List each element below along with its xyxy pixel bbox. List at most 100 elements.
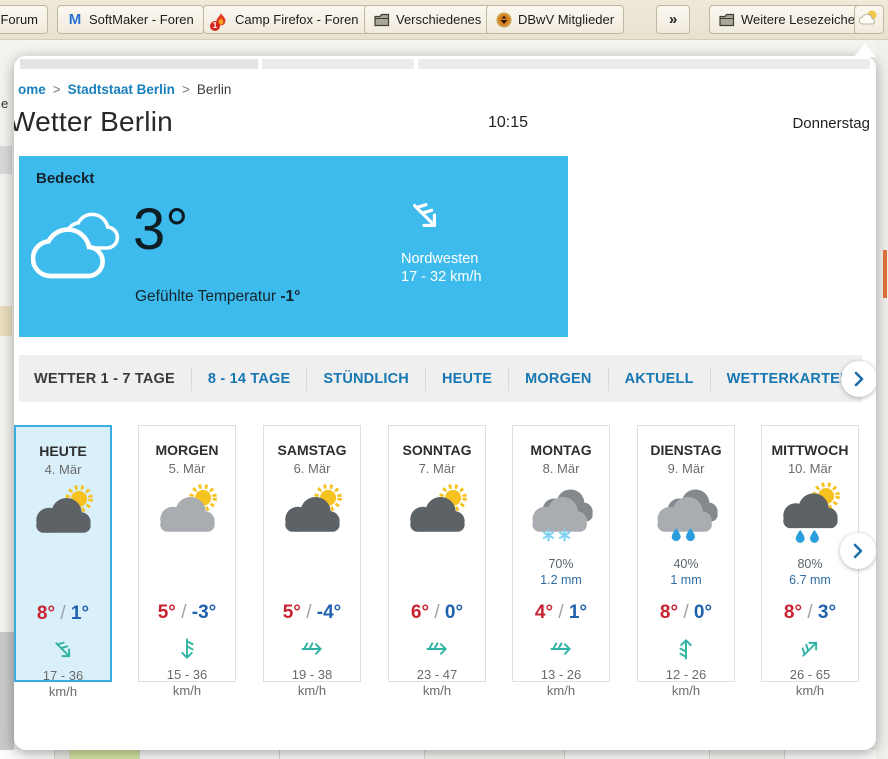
tabs-scroll-next-button[interactable] xyxy=(841,361,876,397)
precipitation-info xyxy=(389,556,485,600)
precipitation-info xyxy=(139,556,235,600)
tab-stuendlich[interactable]: STÜNDLICH xyxy=(306,366,425,391)
wind-direction-arrow-icon xyxy=(181,638,194,659)
temperature-range: 5° / -3° xyxy=(139,602,235,632)
forecast-card-heute[interactable]: HEUTE 4. Mär 8° / 1° 17 - 36 km/h xyxy=(14,425,112,699)
temp-max: 8° xyxy=(36,603,56,624)
overcast-cloud-icon xyxy=(31,204,131,285)
wind-info: 17 - 36 km/h xyxy=(16,637,110,701)
wind-unit: km/h xyxy=(297,683,327,699)
forecast-date-label: 10. Mär xyxy=(787,461,833,476)
precipitation-info xyxy=(264,556,360,600)
temp-separator: / xyxy=(60,603,66,624)
temperature-range: 4° / 1° xyxy=(513,602,609,632)
wind-direction-arrow-icon xyxy=(51,638,75,661)
bookmarks-overflow-button[interactable]: » xyxy=(656,5,691,34)
more-bookmarks-button[interactable]: Weitere Lesezeichen xyxy=(709,5,873,34)
forecast-day-label: MONTAG xyxy=(530,442,592,458)
bookmark-forum[interactable]: Forum xyxy=(0,5,48,34)
current-temperature: 3° xyxy=(133,197,189,262)
forecast-day-label: DIENSTAG xyxy=(650,442,722,458)
forecast-card-dienstag[interactable]: DIENSTAG 9. Mär 40% 1 mm 8° / 0° 12 - 26… xyxy=(637,425,735,698)
breadcrumb-region-link[interactable]: Stadtstaat Berlin xyxy=(67,82,175,97)
temp-separator: / xyxy=(434,602,440,623)
precip-probability: 40% xyxy=(673,557,699,571)
softmaker-m-icon: M xyxy=(68,10,82,28)
temperature-range: 6° / 0° xyxy=(389,602,485,632)
forecast-scroll-next-button[interactable] xyxy=(840,533,876,569)
wind-range: 23 - 47 xyxy=(416,667,458,682)
bookmark-label: DBwV Mitglieder xyxy=(518,12,615,27)
temp-max: 5° xyxy=(157,602,176,623)
bookmark-label: Forum xyxy=(0,12,38,27)
wind-range: 26 - 65 xyxy=(789,667,831,682)
precipitation-info xyxy=(16,557,110,601)
forecast-day-label: SONNTAG xyxy=(402,442,472,458)
forecast-date-label: 6. Mär xyxy=(293,461,331,476)
wind-direction-arrow-icon xyxy=(301,642,322,655)
forecast-date-label: 7. Mär xyxy=(418,461,456,476)
wind-info: 13 - 26 km/h xyxy=(513,636,609,700)
forecast-card-montag[interactable]: MONTAG 8. Mär 70% 1.2 mm 4° / 1° 13 - 26… xyxy=(512,425,610,698)
forecast-card-morgen[interactable]: MORGEN 5. Mär 5° / -3° 15 - 36 km/h xyxy=(138,425,236,698)
tab-8-14-tage[interactable]: 8 - 14 TAGE xyxy=(190,366,307,391)
precip-amount: 1 mm xyxy=(670,573,702,588)
tab-morgen[interactable]: MORGEN xyxy=(508,366,607,391)
temp-min: -4° xyxy=(316,602,342,623)
wind-range: 19 - 38 xyxy=(291,667,333,682)
wind-range: 12 - 26 xyxy=(665,667,707,682)
weather-extension-button[interactable] xyxy=(854,5,884,34)
breadcrumb-home-link[interactable]: ome xyxy=(18,82,46,97)
temp-min: 0° xyxy=(693,602,713,623)
bookmark-softmaker[interactable]: M SoftMaker - Foren xyxy=(57,5,204,34)
temperature-range: 5° / -4° xyxy=(264,602,360,632)
sun-behind-dark-cloud-icon xyxy=(16,483,110,557)
current-conditions-card: Bedeckt 3° Gefühlte Temperatur -1° Nordw… xyxy=(19,156,568,337)
wind-speed-label: 17 - 32 km/h xyxy=(401,269,482,285)
wind-info: 19 - 38 km/h xyxy=(264,636,360,700)
page-behind-text-fragment: e xyxy=(1,96,9,111)
bookmarks-toolbar: Forum M SoftMaker - Foren 1 Camp Firefox… xyxy=(0,0,888,40)
bookmark-verschiedenes[interactable]: Verschiedenes xyxy=(364,5,492,34)
tab-wetterkarten[interactable]: WETTERKARTEN xyxy=(709,366,867,391)
tab-heute[interactable]: HEUTE xyxy=(424,366,508,391)
temp-separator: / xyxy=(683,602,689,623)
wind-direction-arrow-icon xyxy=(550,642,571,655)
weather-sun-cloud-icon xyxy=(858,9,879,30)
temp-max: 8° xyxy=(659,602,679,623)
page-behind-tan-block xyxy=(0,306,12,336)
page-behind-scroll-fragment xyxy=(883,250,887,298)
forecast-date-label: 8. Mär xyxy=(542,461,580,476)
precip-amount: 1.2 mm xyxy=(540,573,582,588)
chevron-right-icon xyxy=(854,371,864,387)
wind-direction-arrow-icon xyxy=(426,642,447,655)
page-behind-right-strip xyxy=(876,40,888,759)
wind-direction-arrow-icon xyxy=(679,639,692,660)
forecast-card-samstag[interactable]: SAMSTAG 6. Mär 5° / -4° 19 - 38 km/h xyxy=(263,425,361,698)
wind-unit: km/h xyxy=(795,683,825,699)
more-bookmarks-label: Weitere Lesezeichen xyxy=(741,12,863,27)
temp-min: -3° xyxy=(191,602,217,623)
breadcrumb-separator: > xyxy=(181,82,190,97)
forecast-card-mittwoch[interactable]: MITTWOCH 10. Mär 80% 6.7 mm 8° / 3° 26 -… xyxy=(761,425,859,698)
unread-badge: 1 xyxy=(210,20,220,31)
temp-max: 4° xyxy=(534,602,554,623)
flame-icon: 1 xyxy=(210,12,229,31)
temperature-range: 8° / 1° xyxy=(16,603,110,633)
breadcrumb: ome > Stadtstaat Berlin > Berlin xyxy=(18,82,231,97)
bookmark-camp-firefox[interactable]: 1 Camp Firefox - Foren xyxy=(203,5,369,34)
temp-separator: / xyxy=(558,602,564,623)
tab-wetter-1-7-tage[interactable]: WETTER 1 - 7 TAGE xyxy=(34,370,175,387)
feels-like-label: Gefühlte Temperatur xyxy=(135,288,277,305)
page-title: Wetter Berlin xyxy=(14,106,173,137)
forecast-day-label: MORGEN xyxy=(155,442,219,458)
wind-direction-arrow-icon xyxy=(407,197,443,233)
bookmark-dbwv[interactable]: DBwV Mitglieder xyxy=(486,5,625,34)
forecast-card-sonntag[interactable]: SONNTAG 7. Mär 6° / 0° 23 - 47 km/h xyxy=(388,425,486,698)
wind-direction-label: Nordwesten xyxy=(401,251,479,267)
clouds-with-rain-icon xyxy=(638,482,734,556)
precip-probability: 70% xyxy=(548,557,574,571)
precipitation-info: 80% 6.7 mm xyxy=(762,556,858,600)
tab-aktuell[interactable]: AKTUELL xyxy=(607,366,710,391)
sun-behind-dark-cloud-icon xyxy=(389,482,485,556)
